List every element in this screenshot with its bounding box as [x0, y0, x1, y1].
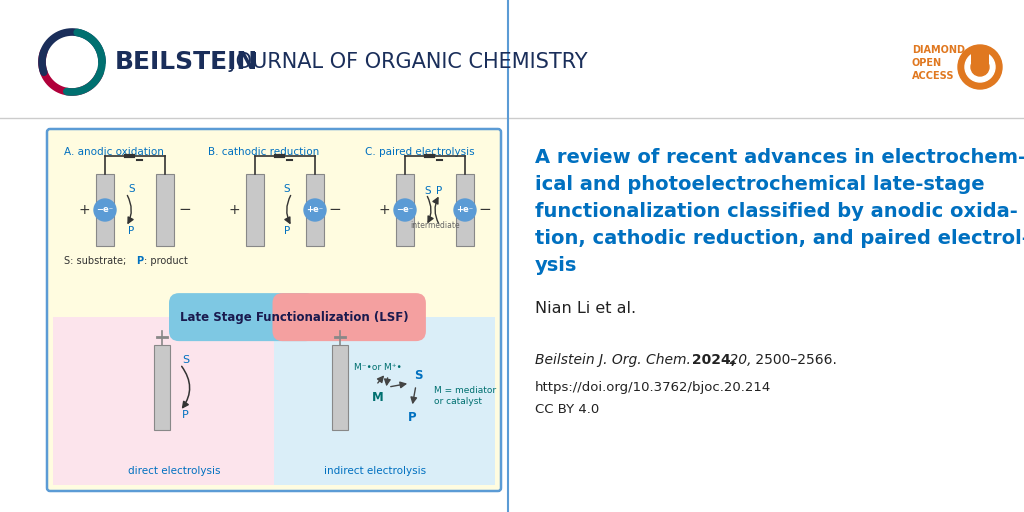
FancyBboxPatch shape	[154, 345, 170, 430]
Text: +: +	[79, 203, 90, 217]
Text: S: S	[128, 184, 134, 194]
Text: −e⁻: −e⁻	[396, 205, 414, 215]
Text: DIAMOND
OPEN
ACCESS: DIAMOND OPEN ACCESS	[912, 45, 965, 81]
Text: functionalization classified by anodic oxida-: functionalization classified by anodic o…	[535, 202, 1018, 221]
Circle shape	[394, 199, 416, 221]
Circle shape	[304, 199, 326, 221]
Text: B. cathodic reduction: B. cathodic reduction	[208, 147, 319, 157]
Text: Beilstein J. Org. Chem.: Beilstein J. Org. Chem.	[535, 353, 691, 367]
FancyBboxPatch shape	[96, 174, 114, 246]
Text: S: S	[284, 184, 290, 194]
FancyBboxPatch shape	[169, 293, 315, 341]
Text: −: −	[328, 203, 341, 218]
FancyBboxPatch shape	[456, 174, 474, 246]
Text: S: S	[182, 355, 189, 365]
Circle shape	[965, 52, 995, 82]
Text: ical and photoelectrochemical late-stage: ical and photoelectrochemical late-stage	[535, 175, 985, 194]
Text: https://doi.org/10.3762/bjoc.20.214: https://doi.org/10.3762/bjoc.20.214	[535, 381, 771, 394]
Text: A. anodic oxidation: A. anodic oxidation	[63, 147, 164, 157]
Text: +e⁻: +e⁻	[306, 205, 324, 215]
Text: 2500–2566.: 2500–2566.	[751, 353, 837, 367]
Text: +e⁻: +e⁻	[457, 205, 473, 215]
Text: A review of recent advances in electrochem-: A review of recent advances in electroch…	[535, 148, 1024, 167]
Circle shape	[958, 45, 1002, 89]
Text: M = mediator
or catalyst: M = mediator or catalyst	[434, 386, 496, 406]
Text: S: S	[424, 186, 431, 196]
FancyBboxPatch shape	[47, 129, 501, 491]
FancyBboxPatch shape	[396, 174, 414, 246]
Text: ysis: ysis	[535, 256, 578, 275]
Text: JOURNAL OF ORGANIC CHEMISTRY: JOURNAL OF ORGANIC CHEMISTRY	[223, 52, 588, 72]
Text: M⁻•or M⁺•: M⁻•or M⁺•	[354, 362, 402, 372]
Text: S: substrate;: S: substrate;	[63, 256, 129, 266]
Text: 20,: 20,	[725, 353, 752, 367]
Text: : product: : product	[144, 256, 187, 266]
Circle shape	[971, 58, 989, 76]
FancyBboxPatch shape	[332, 345, 348, 430]
Text: CC BY 4.0: CC BY 4.0	[535, 403, 599, 416]
FancyBboxPatch shape	[156, 174, 174, 246]
Circle shape	[454, 199, 476, 221]
Text: +: +	[379, 203, 390, 217]
Text: C. paired electrolysis: C. paired electrolysis	[365, 147, 475, 157]
Text: direct electrolysis: direct electrolysis	[128, 466, 220, 476]
FancyBboxPatch shape	[272, 293, 426, 341]
Polygon shape	[53, 317, 274, 485]
Text: P: P	[408, 411, 417, 423]
Text: +: +	[228, 203, 240, 217]
Text: tion, cathodic reduction, and paired electrol-: tion, cathodic reduction, and paired ele…	[535, 229, 1024, 248]
FancyBboxPatch shape	[246, 174, 264, 246]
Text: −: −	[478, 203, 490, 218]
FancyBboxPatch shape	[971, 50, 989, 64]
Text: P: P	[436, 186, 442, 196]
Text: intermediate: intermediate	[411, 221, 460, 230]
Text: BEILSTEIN: BEILSTEIN	[115, 50, 258, 74]
Text: P: P	[136, 256, 143, 266]
Text: M: M	[372, 391, 384, 403]
Text: indirect electrolysis: indirect electrolysis	[324, 466, 426, 476]
Text: P: P	[128, 226, 134, 236]
Text: P: P	[284, 226, 290, 236]
Polygon shape	[274, 317, 495, 485]
Circle shape	[94, 199, 116, 221]
FancyBboxPatch shape	[306, 174, 324, 246]
Text: −e⁻: −e⁻	[96, 205, 114, 215]
Text: P: P	[182, 410, 188, 420]
Text: 2024,: 2024,	[687, 353, 736, 367]
Text: Nian Li et al.: Nian Li et al.	[535, 301, 636, 316]
Text: Late Stage Functionalization (LSF): Late Stage Functionalization (LSF)	[179, 311, 409, 324]
Text: S: S	[414, 369, 422, 381]
Text: −: −	[178, 203, 190, 218]
